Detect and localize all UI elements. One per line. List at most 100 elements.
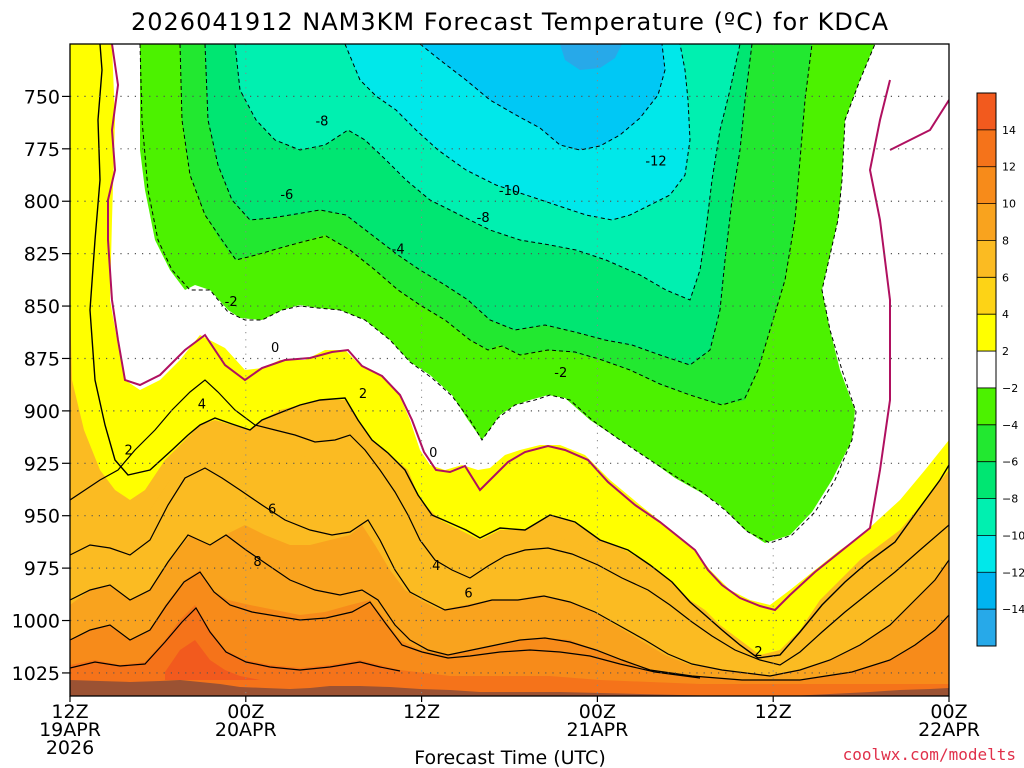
colorbar-tick-label: −4	[1002, 419, 1018, 432]
contour-label: -8	[477, 211, 490, 226]
contour-neg2	[139, 44, 876, 544]
colorbar-swatch	[977, 129, 996, 168]
x-tick-label: 2026	[46, 737, 94, 759]
chart-title: 2026041912 NAM3KM Forecast Temperature (…	[131, 8, 889, 36]
y-tick-label: 825	[24, 244, 60, 266]
colorbar-swatch	[977, 351, 996, 389]
contour-10	[70, 571, 701, 679]
colorbar: 14 12 10 8 6 4 2 −2 −4 −6 −8 −10 −12 −14	[976, 92, 1024, 647]
contour-neg8	[234, 44, 741, 301]
x-tick-label: 00Z	[579, 701, 616, 723]
fill-band-below-neg14	[560, 44, 622, 70]
contour-label: -2	[554, 366, 567, 381]
contour-label: -12	[645, 154, 666, 169]
colorbar-tick-label: −8	[1002, 493, 1018, 506]
colorbar-swatch	[977, 240, 996, 278]
contour-label: 4	[198, 398, 206, 413]
fill-band-neg14toneg12	[420, 44, 665, 150]
contour-neg10	[344, 44, 691, 221]
colorbar-swatch	[977, 609, 996, 647]
colorbar-frame	[976, 92, 997, 647]
contour-label: 6	[464, 586, 472, 601]
y-tick-label: 800	[24, 191, 60, 213]
contour-lines	[70, 44, 949, 681]
colorbar-tick-label: 12	[1002, 161, 1016, 174]
x-tick-label: 12Z	[51, 701, 88, 723]
y-tick-label: 1000	[12, 611, 60, 633]
contour-zero-right	[889, 99, 949, 151]
contour-label: 0	[429, 446, 437, 461]
contour-label: -4	[392, 242, 405, 257]
colorbar-tick-label: 4	[1002, 308, 1009, 321]
y-tick-label: 900	[24, 401, 60, 423]
plot-area	[70, 44, 949, 696]
fill-band-8to10	[70, 570, 949, 696]
y-tick-label: 975	[24, 558, 60, 580]
contour-zero-left	[107, 44, 891, 612]
x-tick-label: 00Z	[930, 701, 967, 723]
colorbar-swatch	[977, 498, 996, 536]
colorbar-tick-label: 8	[1002, 234, 1009, 247]
colorbar-swatch	[977, 277, 996, 315]
contour-label: -8	[315, 115, 328, 130]
x-tick-label: 12Z	[755, 701, 792, 723]
contour-6	[70, 467, 949, 677]
x-tick-label: 12Z	[403, 701, 440, 723]
x-axis-label: Forecast Time (UTC)	[414, 747, 605, 768]
contour-labels: -8 -6 -4 -2 0 -12 -10 -8 -2 2 0 4 2 6 8 4 6 2	[124, 115, 762, 660]
colorbar-tick-label: −2	[1002, 382, 1018, 395]
contour-12	[70, 607, 401, 672]
colorbar-swatch	[977, 387, 996, 426]
x-tick-label: 22APR	[918, 719, 980, 741]
colorbar-swatch	[977, 461, 996, 500]
y-tick-label: 1025	[12, 663, 60, 685]
contour-label: 2	[359, 387, 367, 402]
colorbar-tick-label: −6	[1002, 456, 1018, 469]
colorbar-swatch	[977, 572, 996, 610]
fill-band-12to14	[165, 640, 260, 680]
fill-band-10to12	[70, 605, 949, 696]
ground-surface	[70, 680, 949, 696]
colorbar-tick-label: 14	[1002, 124, 1016, 137]
contour-label: 0	[271, 341, 279, 356]
contour-label: 2	[754, 645, 762, 660]
contour-2	[89, 44, 949, 659]
contour-label: -2	[225, 295, 238, 310]
colorbar-swatch	[977, 166, 996, 205]
plot-frame	[69, 43, 950, 697]
colorbar-tick-label: −12	[1002, 566, 1024, 579]
contour-label: -10	[499, 184, 520, 199]
grid-lines	[70, 44, 949, 696]
contour-4	[70, 379, 949, 666]
x-tick-label: 21APR	[566, 719, 628, 741]
colorbar-swatch	[977, 535, 996, 573]
colorbar-swatch	[977, 424, 996, 463]
contour-label: 2	[124, 444, 132, 459]
y-tick-label: 925	[24, 453, 60, 475]
contour-label: 6	[268, 502, 276, 517]
contour-label: -6	[280, 188, 293, 203]
contour-neg4	[179, 44, 813, 406]
colorbar-swatch	[977, 203, 996, 241]
contour-neg12	[419, 44, 666, 151]
x-tick-label: 20APR	[215, 719, 277, 741]
contour-8	[70, 534, 949, 681]
y-tick-label: 950	[24, 506, 60, 528]
colorbar-tick-label: 10	[1002, 198, 1016, 211]
temperature-fill-layers	[70, 44, 949, 696]
colorbar-tick-label: 2	[1002, 345, 1009, 358]
colorbar-tick-label: 6	[1002, 271, 1009, 284]
y-tick-label: 775	[24, 139, 60, 161]
contour-label: 8	[253, 555, 261, 570]
y-tick-label: 750	[24, 86, 60, 108]
contour-neg6	[204, 44, 753, 366]
credit-text[interactable]: coolwx.com/modelts	[843, 745, 1016, 764]
y-axis: 750 775 800 825 850 875 900 925 950 975 1000 1025	[12, 86, 70, 685]
colorbar-swatch	[977, 93, 996, 131]
x-tick-label: 00Z	[227, 701, 264, 723]
y-tick-label: 850	[24, 296, 60, 318]
x-tick-label: 19APR	[39, 719, 101, 741]
colorbar-tick-label: −14	[1002, 603, 1024, 616]
